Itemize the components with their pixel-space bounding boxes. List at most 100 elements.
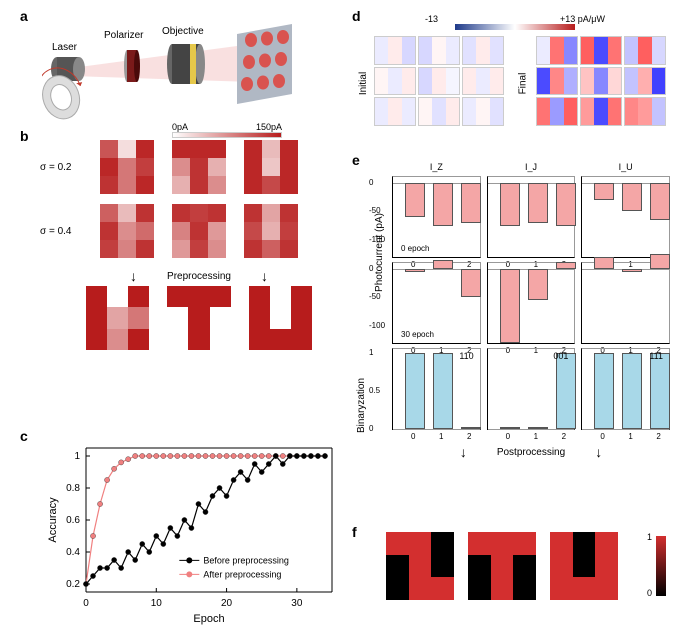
bar: [461, 427, 481, 429]
f-pixel: [409, 555, 432, 578]
d-stripe: [446, 37, 459, 64]
d-stripe: [594, 37, 607, 64]
d-stripe: [490, 68, 503, 95]
d-stripe: [550, 37, 563, 64]
panel-b: 0pA 150pA σ = 0.2 σ = 0.4 ↓ Preprocessin…: [42, 140, 312, 350]
pixel: [244, 176, 262, 194]
d-cell: [374, 36, 416, 65]
pixel: [128, 329, 149, 350]
bar: [622, 269, 642, 272]
pixel: [262, 240, 280, 258]
d-stripe: [419, 98, 432, 125]
pixel: [118, 204, 136, 222]
d-stripe: [375, 98, 388, 125]
pixel: [100, 140, 118, 158]
e-row-binarization: 01200.51110012001012111: [392, 348, 670, 430]
pixel: [100, 204, 118, 222]
x-tick: 2: [562, 432, 566, 441]
objective-label: Objective: [162, 26, 204, 37]
f-pixel: [573, 577, 596, 600]
pixel: [208, 176, 226, 194]
bar: [650, 254, 670, 268]
e-barchart: 012: [581, 262, 670, 344]
pixel: [136, 176, 154, 194]
arrow-down-2: ↓: [261, 268, 268, 284]
d-stripe: [375, 37, 388, 64]
pixel-grid: [172, 140, 226, 194]
y-tick: 0.5: [369, 386, 380, 395]
d-stripe: [402, 68, 415, 95]
d-stripe: [476, 37, 489, 64]
pixel: [262, 204, 280, 222]
f-pixel: [573, 532, 596, 555]
x-tick: 1: [628, 432, 632, 441]
pixel: [244, 222, 262, 240]
d-cell: [624, 67, 666, 96]
svg-text:Before preprocessing: Before preprocessing: [203, 555, 289, 565]
d-matrix-initial: [374, 36, 504, 126]
panel-label-f: f: [352, 524, 357, 540]
pixel: [86, 307, 107, 328]
pixel: [280, 158, 298, 176]
svg-text:Epoch: Epoch: [193, 613, 224, 625]
d-cell: [374, 67, 416, 96]
pixel: [249, 286, 270, 307]
pixel: [244, 204, 262, 222]
d-stripe: [537, 37, 550, 64]
pixel: [291, 286, 312, 307]
e-ylabel-bin: Binaryzation: [356, 378, 367, 433]
y-tick: 1: [369, 348, 373, 357]
b-row-sigma2: [86, 204, 312, 258]
panel-label-e: e: [352, 152, 360, 168]
svg-text:0: 0: [83, 598, 89, 609]
d-cell: [624, 36, 666, 65]
pixel: [136, 222, 154, 240]
f-pixel: [431, 577, 454, 600]
d-stripe: [581, 98, 594, 125]
e-barchart: 0120-50-10030 epoch: [392, 262, 481, 344]
d-stripe: [625, 98, 638, 125]
f-grids-row: [386, 532, 666, 600]
pixel: [208, 140, 226, 158]
bar: [528, 183, 548, 223]
f-pixel: [595, 532, 618, 555]
e-title: I_U: [581, 162, 670, 172]
d-cb-min: -13: [425, 14, 438, 24]
preprocessing-label: Preprocessing: [167, 271, 231, 282]
d-cell: [580, 36, 622, 65]
svg-text:0.2: 0.2: [66, 579, 80, 590]
f-grid: [386, 532, 454, 600]
f-pixel: [550, 555, 573, 578]
f-pixel: [491, 532, 514, 555]
y-tick: -50: [369, 292, 381, 301]
bar: [405, 183, 425, 217]
pixel: [291, 329, 312, 350]
accuracy-chart-svg: 01020300.20.40.60.81EpochAccuracyBefore …: [42, 438, 342, 626]
pixel: [107, 329, 128, 350]
panel-label-b: b: [20, 128, 29, 144]
panel-a-setup: Laser Polarizer Objective: [42, 14, 302, 124]
d-stripe: [537, 68, 550, 95]
pixel: [86, 329, 107, 350]
d-stripe: [446, 68, 459, 95]
d-stripe: [432, 68, 445, 95]
pixel: [128, 307, 149, 328]
d-cell: [374, 97, 416, 126]
pixel-grid: [167, 286, 230, 350]
pixel: [136, 140, 154, 158]
d-stripe: [402, 37, 415, 64]
bar: [622, 353, 642, 429]
e-barchart: 0120-50-1000 epoch: [392, 176, 481, 258]
pixel: [172, 240, 190, 258]
pixel: [190, 158, 208, 176]
d-stripe: [638, 37, 651, 64]
d-stripe: [476, 68, 489, 95]
svg-text:30: 30: [291, 598, 303, 609]
bar: [650, 183, 670, 220]
d-stripe: [581, 37, 594, 64]
f-pixel: [386, 532, 409, 555]
pixel: [118, 222, 136, 240]
d-cell: [580, 97, 622, 126]
d-stripe: [652, 37, 665, 64]
d-stripe: [550, 68, 563, 95]
